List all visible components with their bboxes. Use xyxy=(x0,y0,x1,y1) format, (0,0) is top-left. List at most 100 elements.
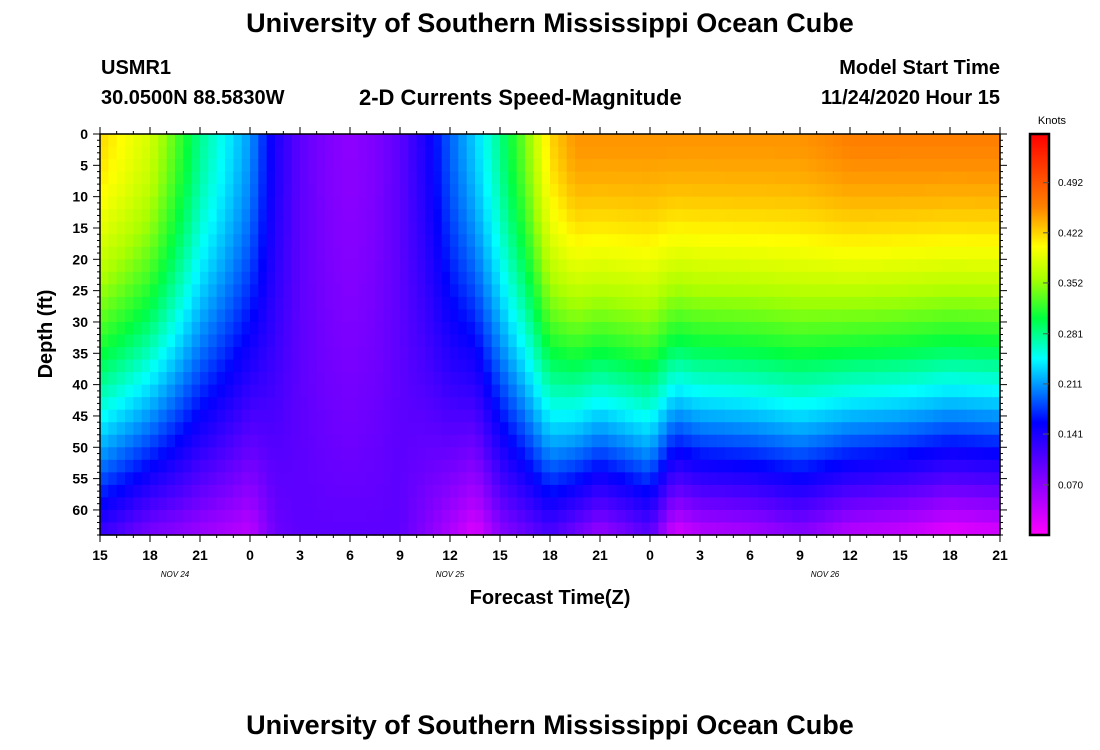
heatmap-cell xyxy=(583,422,593,436)
heatmap-cell xyxy=(808,159,818,173)
heatmap-cell xyxy=(683,271,693,285)
heatmap-cell xyxy=(900,359,909,373)
heatmap-cell xyxy=(608,209,618,223)
heatmap-cell xyxy=(683,196,693,210)
heatmap-cell xyxy=(433,159,443,173)
heatmap-cell xyxy=(733,209,743,223)
heatmap-cell xyxy=(116,472,126,486)
heatmap-cell xyxy=(358,409,368,423)
heatmap-cell xyxy=(266,284,276,298)
heatmap-cell xyxy=(308,434,318,448)
heatmap-cell xyxy=(108,184,118,198)
heatmap-cell xyxy=(458,234,468,248)
heatmap-cell xyxy=(800,146,809,160)
heatmap-cell xyxy=(283,246,293,260)
heatmap-cell xyxy=(800,347,809,361)
heatmap-cell xyxy=(591,309,601,323)
heatmap-cell xyxy=(225,384,234,398)
heatmap-cell xyxy=(700,472,709,486)
heatmap-cell xyxy=(733,409,743,423)
heatmap-cell xyxy=(475,497,484,511)
heatmap-cell xyxy=(341,209,351,223)
heatmap-cell xyxy=(766,434,776,448)
heatmap-cell xyxy=(575,134,584,148)
heatmap-cell xyxy=(666,509,676,524)
heatmap-cell xyxy=(108,271,118,285)
heatmap-cell xyxy=(466,284,476,298)
heatmap-cell xyxy=(641,459,651,473)
heatmap-cell xyxy=(466,309,476,323)
heatmap-cell xyxy=(991,422,1001,436)
heatmap-cell xyxy=(866,434,876,448)
heatmap-cell xyxy=(108,422,118,436)
heatmap-cell xyxy=(591,284,601,298)
heatmap-cell xyxy=(858,321,868,336)
heatmap-cell xyxy=(466,146,476,160)
heatmap-cell xyxy=(775,347,784,361)
heatmap-cell xyxy=(758,472,768,486)
heatmap-cell xyxy=(666,284,676,298)
heatmap-cell xyxy=(175,447,184,461)
heatmap-cell xyxy=(650,522,659,536)
heatmap-cell xyxy=(966,484,976,499)
heatmap-cell xyxy=(483,146,493,160)
heatmap-cell xyxy=(208,334,218,348)
heatmap-cell xyxy=(150,447,159,461)
heatmap-cell xyxy=(575,372,584,386)
heatmap-cell xyxy=(866,284,876,298)
heatmap-cell xyxy=(316,522,326,536)
heatmap-cell xyxy=(100,359,109,373)
heatmap-cell xyxy=(741,171,751,185)
heatmap-cell xyxy=(266,196,276,210)
heatmap-cell xyxy=(716,296,726,311)
heatmap-cell xyxy=(291,397,301,411)
heatmap-cell xyxy=(933,397,943,411)
heatmap-cell xyxy=(958,484,968,499)
heatmap-cell xyxy=(200,309,209,323)
heatmap-cell xyxy=(858,447,868,461)
heatmap-cell xyxy=(866,372,876,386)
heatmap-cell xyxy=(725,284,734,298)
heatmap-cell xyxy=(650,271,659,285)
heatmap-cell xyxy=(725,459,734,473)
heatmap-cell xyxy=(158,134,168,148)
heatmap-cell xyxy=(716,146,726,160)
heatmap-cell xyxy=(666,309,676,323)
heatmap-cell xyxy=(725,159,734,173)
heatmap-cell xyxy=(475,397,484,411)
heatmap-cell xyxy=(600,309,609,323)
heatmap-cell xyxy=(425,397,434,411)
heatmap-cell xyxy=(691,384,701,398)
heatmap-cell xyxy=(525,459,534,473)
colorbar-tick-label: 0.352 xyxy=(1058,278,1083,289)
heatmap-cell xyxy=(350,422,359,436)
heatmap-cell xyxy=(900,334,909,348)
heatmap-cell xyxy=(608,384,618,398)
heatmap-cell xyxy=(950,472,959,486)
heatmap-cell xyxy=(575,209,584,223)
heatmap-cell xyxy=(108,372,118,386)
heatmap-cell xyxy=(566,522,576,536)
heatmap-cell xyxy=(958,246,968,260)
heatmap-cell xyxy=(658,522,668,536)
heatmap-cell xyxy=(800,134,809,148)
heatmap-cell xyxy=(350,347,359,361)
heatmap-cell xyxy=(458,372,468,386)
heatmap-cell xyxy=(333,146,343,160)
heatmap-cell xyxy=(716,509,726,524)
heatmap-cell xyxy=(625,146,634,160)
heatmap-cell xyxy=(608,171,618,185)
heatmap-cell xyxy=(758,246,768,260)
heatmap-cell xyxy=(550,171,559,185)
y-tick-label: 30 xyxy=(72,314,88,330)
heatmap-cell xyxy=(408,209,418,223)
station-id: USMR1 xyxy=(101,57,172,79)
heatmap-cell xyxy=(308,246,318,260)
heatmap-cell xyxy=(391,209,401,223)
heatmap-cell xyxy=(441,459,451,473)
heatmap-cell xyxy=(116,347,126,361)
heatmap-cell xyxy=(783,459,793,473)
heatmap-cell xyxy=(891,409,901,423)
heatmap-cell xyxy=(875,384,884,398)
heatmap-cell xyxy=(508,372,518,386)
